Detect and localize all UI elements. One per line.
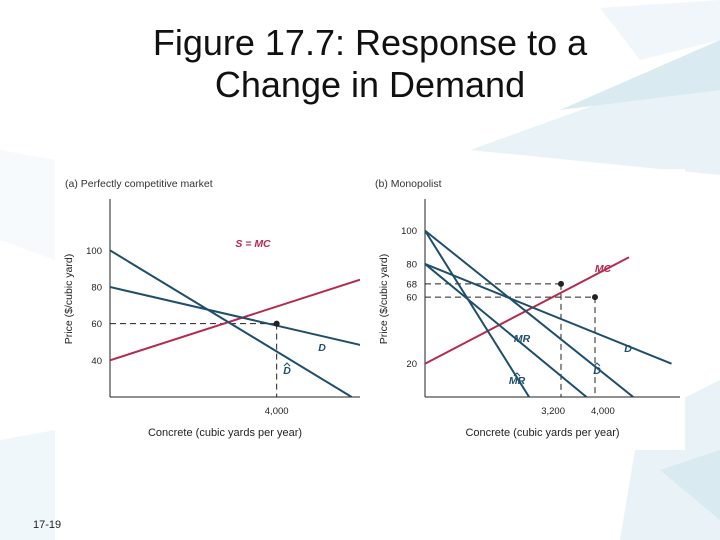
series-line-mr-hat-b <box>425 230 530 397</box>
equilibrium-point-b <box>592 294 598 301</box>
series-label-d-hat-a: D <box>283 365 291 377</box>
y-tick-label-a: 40 <box>91 356 102 367</box>
series-line-d-hat-a <box>110 249 353 397</box>
y-tick-label-b: 100 <box>401 226 417 237</box>
slide-title-line-1: Figure 17.7: Response to a <box>152 22 588 63</box>
y-tick-label-a: 80 <box>91 283 102 294</box>
series-line-s = mc-a <box>110 278 360 362</box>
hat-mark-d-hat-b <box>593 362 601 367</box>
y-tick-label-a: 60 <box>91 319 102 330</box>
series-label-d-a: D <box>318 342 326 354</box>
series-line-mc-b <box>425 256 630 365</box>
panel-title-b: (b) Monopolist <box>375 178 442 190</box>
y-tick-label-b: 60 <box>406 293 417 304</box>
series-label-d-b: D <box>624 343 632 355</box>
y-tick-label-b: 68 <box>406 279 417 290</box>
slide-title: Figure 17.7: Response to a Change in Dem… <box>90 22 650 106</box>
series-label-mc-b: MC <box>595 263 612 275</box>
figure-panel: (a) Perfectly competitive market 100 80 60 4… <box>55 169 685 450</box>
x-tick-label-b: 4,000 <box>591 406 615 417</box>
equilibrium-point-b <box>558 280 564 287</box>
y-tick-label-a: 100 <box>86 246 102 257</box>
series-line-mr-b <box>425 263 588 397</box>
series-line-d-b <box>425 262 672 365</box>
equilibrium-point-a <box>273 320 280 327</box>
y-tick-label-b: 20 <box>406 359 417 370</box>
y-tick-label-b: 80 <box>406 259 417 270</box>
series-line-d-a <box>110 286 360 346</box>
series-label-s = mc-a: S = MC <box>235 238 271 250</box>
slide-title-line-2: Change in Demand <box>214 64 526 105</box>
x-tick-label-a: 4,000 <box>265 406 289 417</box>
series-label-mr-b: MR <box>514 333 531 345</box>
y-axis-label-a: Price ($/cubic yard) <box>63 254 75 344</box>
panel-title-a: (a) Perfectly competitive market <box>65 178 213 190</box>
y-axis-label-b: Price ($/cubic yard) <box>378 254 390 344</box>
panel-b: (b) Monopolist 100 80 68 60 20 3,200 4,000 Concr… <box>375 178 680 439</box>
x-axis-label-b: Concrete (cubic yards per year) <box>465 427 619 439</box>
x-tick-label-b: 3,200 <box>541 406 565 417</box>
panel-a: (a) Perfectly competitive market 100 80 60 4… <box>63 178 360 439</box>
slide-number: 17-19 <box>33 519 62 531</box>
series-label-mr-hat-b: MR <box>509 375 526 387</box>
hat-mark-d-hat-a <box>283 362 291 367</box>
x-axis-label-a: Concrete (cubic yards per year) <box>148 427 302 439</box>
hat-mark-mr-hat-b <box>513 372 521 377</box>
series-label-d-hat-b: D <box>593 365 601 377</box>
figure-svg: (a) Perfectly competitive market 100 80 60 4… <box>63 178 680 439</box>
series-line-d-hat-b <box>425 229 634 397</box>
